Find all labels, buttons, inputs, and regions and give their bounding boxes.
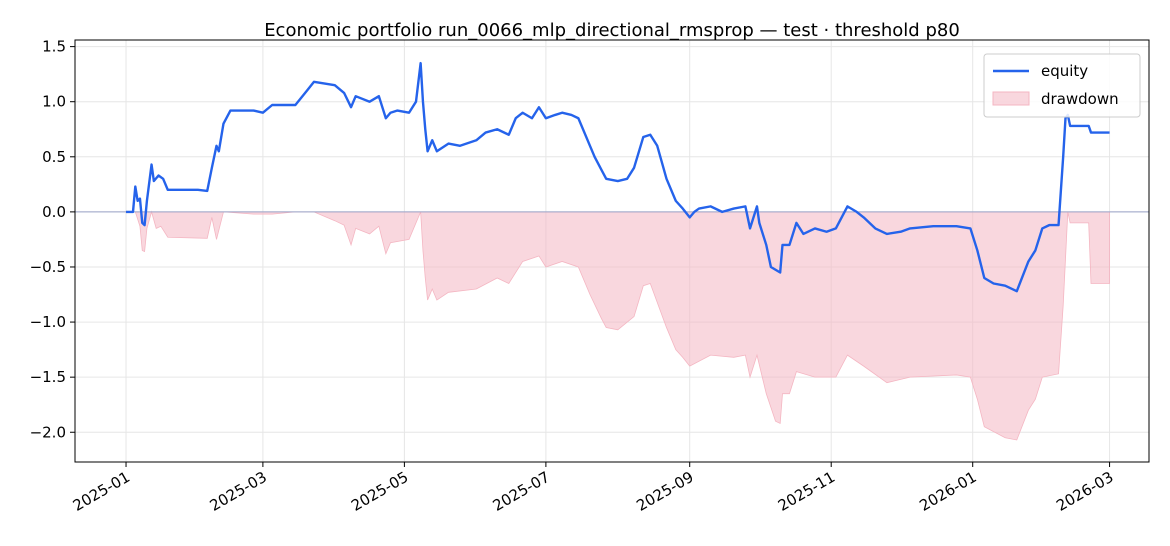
drawdown-area: [125, 210, 1110, 441]
plot-frame: [74, 39, 1150, 463]
legend-equity-label: equity: [1041, 62, 1088, 80]
x-tick-label: 2025-03: [207, 468, 270, 515]
x-tick-label: 2026-03: [1053, 468, 1116, 515]
y-tick-label: 0.5: [42, 148, 66, 166]
x-tick-label: 2025-05: [348, 468, 411, 515]
y-tick-label: −2.0: [30, 423, 66, 441]
x-tick-label: 2026-01: [916, 468, 979, 515]
legend: equity drawdown: [983, 53, 1141, 118]
x-tick-label: 2025-11: [775, 468, 838, 515]
x-tick-label: 2025-07: [490, 468, 553, 515]
y-tick-label: 1.5: [42, 38, 66, 56]
legend-drawdown-label: drawdown: [1041, 90, 1119, 108]
legend-drawdown-swatch: [992, 91, 1030, 106]
drawdown-area-layer: [125, 210, 1110, 441]
equity-line-layer: [126, 61, 1110, 293]
x-axis: 2025-01 2025-03 2025-05 2025-07 2025-09 2025-…: [70, 462, 1117, 515]
x-tick-label: 2025-01: [70, 468, 133, 515]
y-tick-label: −1.5: [30, 368, 66, 386]
chart-title: Economic portfolio run_0066_mlp_directio…: [264, 20, 960, 41]
y-axis: −2.0 −1.5 −1.0 −0.5 0.0 0.5 1.0 1.5: [30, 38, 75, 441]
x-tick-label: 2025-09: [633, 468, 696, 515]
y-tick-label: 1.0: [42, 93, 66, 111]
y-tick-label: 0.0: [42, 203, 66, 221]
equity-line: [126, 61, 1110, 293]
y-tick-label: −1.0: [30, 313, 66, 331]
y-tick-label: −0.5: [30, 258, 66, 276]
